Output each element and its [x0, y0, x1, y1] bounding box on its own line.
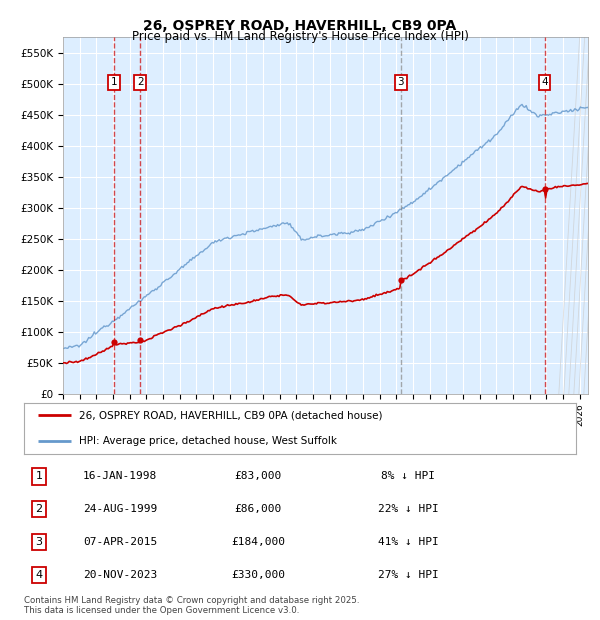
Text: £184,000: £184,000 [231, 537, 285, 547]
Text: £83,000: £83,000 [235, 471, 281, 482]
Text: 3: 3 [398, 78, 404, 87]
Text: 2: 2 [137, 78, 143, 87]
Text: £86,000: £86,000 [235, 504, 281, 515]
Text: 4: 4 [35, 570, 43, 580]
Text: 3: 3 [35, 537, 43, 547]
Text: 26, OSPREY ROAD, HAVERHILL, CB9 0PA (detached house): 26, OSPREY ROAD, HAVERHILL, CB9 0PA (det… [79, 410, 383, 420]
Text: £330,000: £330,000 [231, 570, 285, 580]
Text: 2: 2 [35, 504, 43, 515]
Text: Price paid vs. HM Land Registry's House Price Index (HPI): Price paid vs. HM Land Registry's House … [131, 30, 469, 43]
Text: 4: 4 [541, 78, 548, 87]
Text: Contains HM Land Registry data © Crown copyright and database right 2025.
This d: Contains HM Land Registry data © Crown c… [24, 596, 359, 615]
Text: 27% ↓ HPI: 27% ↓ HPI [377, 570, 439, 580]
Text: 8% ↓ HPI: 8% ↓ HPI [381, 471, 435, 482]
Text: 24-AUG-1999: 24-AUG-1999 [83, 504, 157, 515]
Text: HPI: Average price, detached house, West Suffolk: HPI: Average price, detached house, West… [79, 436, 337, 446]
Text: 1: 1 [110, 78, 117, 87]
Text: 41% ↓ HPI: 41% ↓ HPI [377, 537, 439, 547]
Text: 26, OSPREY ROAD, HAVERHILL, CB9 0PA: 26, OSPREY ROAD, HAVERHILL, CB9 0PA [143, 19, 457, 33]
Text: 22% ↓ HPI: 22% ↓ HPI [377, 504, 439, 515]
Text: 07-APR-2015: 07-APR-2015 [83, 537, 157, 547]
Text: 20-NOV-2023: 20-NOV-2023 [83, 570, 157, 580]
Text: 16-JAN-1998: 16-JAN-1998 [83, 471, 157, 482]
Text: 1: 1 [35, 471, 43, 482]
